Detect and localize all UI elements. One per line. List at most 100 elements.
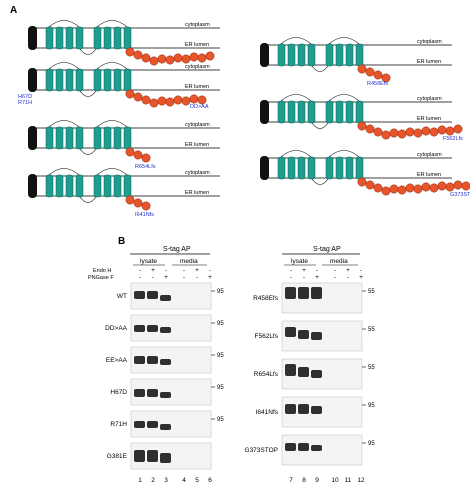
pngase-sign: + bbox=[359, 274, 363, 281]
cytoplasm-label: cytoplasm bbox=[417, 152, 442, 158]
transmembrane-helix bbox=[355, 43, 364, 67]
lumenal-domain-bead bbox=[445, 126, 455, 136]
cytoplasmic-loop bbox=[48, 20, 80, 28]
lumenal-domain-bead bbox=[389, 184, 399, 194]
lane-number: 5 bbox=[195, 477, 199, 484]
cytoplasmic-loop bbox=[280, 150, 312, 158]
size-marker: 55 bbox=[368, 289, 375, 295]
cytoplasm-label: cytoplasm bbox=[417, 96, 442, 102]
transmembrane-helix bbox=[325, 43, 334, 67]
pngase-sign: - bbox=[139, 274, 141, 281]
lumenal-domain-bead bbox=[405, 127, 415, 137]
topology-diagram-4: cytoplasm ER lumen F562Lfs bbox=[260, 94, 463, 142]
cytoplasm-label: cytoplasm bbox=[185, 64, 210, 70]
protein-band bbox=[285, 287, 296, 299]
transmembrane-helix bbox=[287, 100, 296, 124]
pngase-sign: - bbox=[303, 274, 305, 281]
protein-band bbox=[147, 421, 158, 428]
lumenal-domain-bead bbox=[389, 128, 399, 138]
protein-band bbox=[134, 450, 145, 462]
transmembrane-helix bbox=[75, 26, 84, 50]
lumenal-domain-bead bbox=[125, 89, 135, 99]
lumenal-domain-bead bbox=[429, 183, 439, 193]
transmembrane-helix bbox=[123, 68, 132, 92]
lumenal-domain-bead bbox=[381, 186, 391, 196]
er-lumen-label: ER lumen bbox=[417, 116, 441, 122]
transmembrane-helix bbox=[277, 156, 286, 180]
luminal-loop bbox=[311, 178, 329, 185]
protein-band bbox=[298, 404, 309, 414]
protein-band bbox=[285, 404, 296, 414]
blots-right: R458Efs55F562Lfs55R654Lfs55I641Nfs95G373… bbox=[245, 282, 375, 466]
transmembrane-helix bbox=[55, 174, 64, 198]
mutation-label: G373STOP bbox=[450, 192, 470, 198]
lane-number: 11 bbox=[345, 477, 352, 484]
transmembrane-helix bbox=[355, 100, 364, 124]
transmembrane-helix bbox=[307, 156, 316, 180]
blots-left: WT 95 DD>AA 95 EE>AA 95 H67D 95 R71H 95 G381E bbox=[105, 282, 224, 470]
size-marker: 95 bbox=[368, 403, 375, 409]
pngase-sign: - bbox=[152, 274, 154, 281]
header-stag-right: S-tag AP bbox=[313, 246, 341, 253]
luminal-loop bbox=[311, 122, 329, 129]
endoh-sign: - bbox=[209, 267, 211, 274]
blot-1: WT 95 bbox=[117, 282, 224, 310]
protein-band bbox=[147, 356, 158, 364]
cytoplasmic-loop bbox=[280, 94, 312, 102]
endoh-sign: - bbox=[290, 267, 292, 274]
protein-band bbox=[298, 367, 309, 377]
blot-6: G381E bbox=[107, 442, 212, 470]
transmembrane-helix bbox=[345, 156, 354, 180]
transmembrane-helix bbox=[65, 68, 74, 92]
transmembrane-helix bbox=[345, 100, 354, 124]
header-stag-left: S-tag AP bbox=[163, 246, 191, 253]
endoh-sign: + bbox=[302, 267, 306, 274]
lane-number: 9 bbox=[315, 477, 319, 484]
lumenal-domain-bead bbox=[413, 128, 423, 138]
blot-3: R654Lfs 55 bbox=[254, 358, 375, 390]
n-terminal-domain bbox=[28, 126, 37, 150]
lumenal-domain-bead bbox=[189, 52, 199, 62]
lumenal-domain-bead bbox=[149, 98, 159, 108]
mutation-label-h67d: H67D bbox=[18, 94, 32, 100]
blot-label: G381E bbox=[107, 453, 128, 460]
lumenal-domain-bead bbox=[197, 53, 207, 63]
protein-band bbox=[160, 392, 171, 398]
topology-diagram-1: cytoplasm ER lumen bbox=[28, 20, 220, 66]
size-marker: 95 bbox=[217, 289, 224, 295]
transmembrane-helix bbox=[325, 100, 334, 124]
transmembrane-helix bbox=[113, 26, 122, 50]
transmembrane-helix bbox=[113, 126, 122, 150]
lumenal-domain-bead bbox=[357, 177, 367, 187]
protein-band bbox=[147, 291, 158, 299]
lumenal-domain-bead bbox=[205, 51, 215, 61]
blot-label: EE>AA bbox=[106, 357, 128, 364]
lumenal-domain-bead bbox=[173, 53, 183, 63]
transmembrane-helix bbox=[123, 174, 132, 198]
pngase-sign: - bbox=[196, 274, 198, 281]
blot-label: G373STOP bbox=[245, 447, 278, 454]
transmembrane-helix bbox=[45, 26, 54, 50]
cytoplasmic-loop bbox=[96, 62, 128, 70]
lumenal-domain-bead bbox=[197, 95, 207, 105]
treatment-signs-right: --+--+--+--+ bbox=[290, 267, 363, 281]
transmembrane-helix bbox=[45, 126, 54, 150]
blot-5: G373STOP 95 bbox=[245, 434, 375, 466]
endoh-sign: - bbox=[316, 267, 318, 274]
protein-band bbox=[285, 327, 296, 337]
cytoplasmic-loop bbox=[280, 37, 312, 45]
er-lumen-label: ER lumen bbox=[185, 190, 209, 196]
lumenal-domain-bead bbox=[453, 180, 463, 190]
mutation-label: F562Lfs bbox=[443, 136, 463, 142]
lumenal-domain-bead bbox=[141, 201, 151, 211]
pngase-sign: + bbox=[315, 274, 319, 281]
protein-band bbox=[311, 332, 322, 340]
transmembrane-helix bbox=[75, 126, 84, 150]
er-lumen-label: ER lumen bbox=[185, 84, 209, 90]
mutation-label: R458Efs bbox=[367, 81, 388, 87]
transmembrane-helix bbox=[335, 156, 344, 180]
blot-3: EE>AA 95 bbox=[106, 346, 224, 374]
er-lumen-label: ER lumen bbox=[185, 42, 209, 48]
lumenal-domain-bead bbox=[381, 73, 391, 83]
lane-number: 4 bbox=[182, 477, 186, 484]
